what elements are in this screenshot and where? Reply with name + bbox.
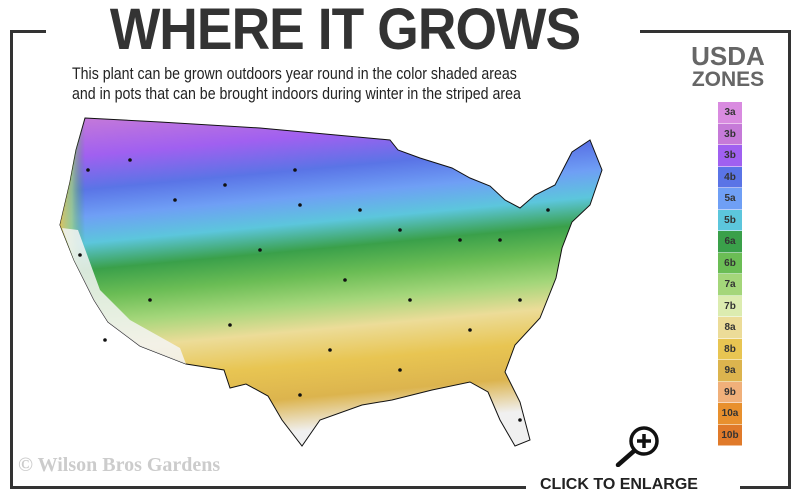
us-map-shape: [59, 117, 603, 447]
zoom-in-magnifier-icon[interactable]: [612, 425, 664, 467]
click-to-enlarge-link[interactable]: CLICK TO ENLARGE: [536, 476, 702, 494]
zone-legend: 3a 3b 3b 4b 5a 5b 6a 6b 7a 7b 8a 8b 9a 9b 10a 10b: [718, 102, 742, 446]
legend-zone-6b: 6b: [718, 252, 742, 274]
legend-zone-10a: 10a: [718, 403, 742, 425]
subtitle: This plant can be grown outdoors year ro…: [72, 64, 521, 104]
legend-zone-8b: 8b: [718, 338, 742, 360]
frame-border: [10, 486, 526, 489]
legend-zone-9a: 9a: [718, 360, 742, 382]
city-dots: [78, 158, 550, 422]
subtitle-line-2: and in pots that can be brought indoors …: [72, 85, 521, 103]
legend-zone-9b: 9b: [718, 381, 742, 403]
legend-zone-7b: 7b: [718, 295, 742, 317]
legend-title-line-1: USDA: [691, 41, 765, 71]
legend-title-line-2: ZONES: [691, 68, 765, 91]
legend-zone-5b: 5b: [718, 209, 742, 231]
legend-zone-3b: 3b: [718, 145, 742, 167]
usda-zone-map[interactable]: [50, 105, 610, 455]
legend-zone-8a: 8a: [718, 317, 742, 339]
frame-border: [10, 30, 13, 489]
legend-zone-3a: 3a: [718, 102, 742, 124]
subtitle-line-1: This plant can be grown outdoors year ro…: [72, 65, 517, 83]
frame-border: [740, 486, 791, 489]
legend-zone-7a: 7a: [718, 274, 742, 296]
frame-border: [640, 30, 791, 33]
page-title: WHERE IT GROWS: [109, 0, 581, 62]
legend-zone-4b: 4b: [718, 166, 742, 188]
west-coast-warm-band: [60, 118, 160, 350]
legend-zone-3b: 3b: [718, 123, 742, 145]
southwest-striped-area: [62, 228, 186, 364]
frame-border: [788, 30, 791, 489]
legend-zone-5a: 5a: [718, 188, 742, 210]
legend-zone-6a: 6a: [718, 231, 742, 253]
legend-title: USDA ZONES: [680, 41, 776, 92]
copyright-watermark: © Wilson Bros Gardens: [18, 454, 221, 476]
legend-zone-10b: 10b: [718, 424, 742, 446]
frame-border: [10, 30, 46, 33]
